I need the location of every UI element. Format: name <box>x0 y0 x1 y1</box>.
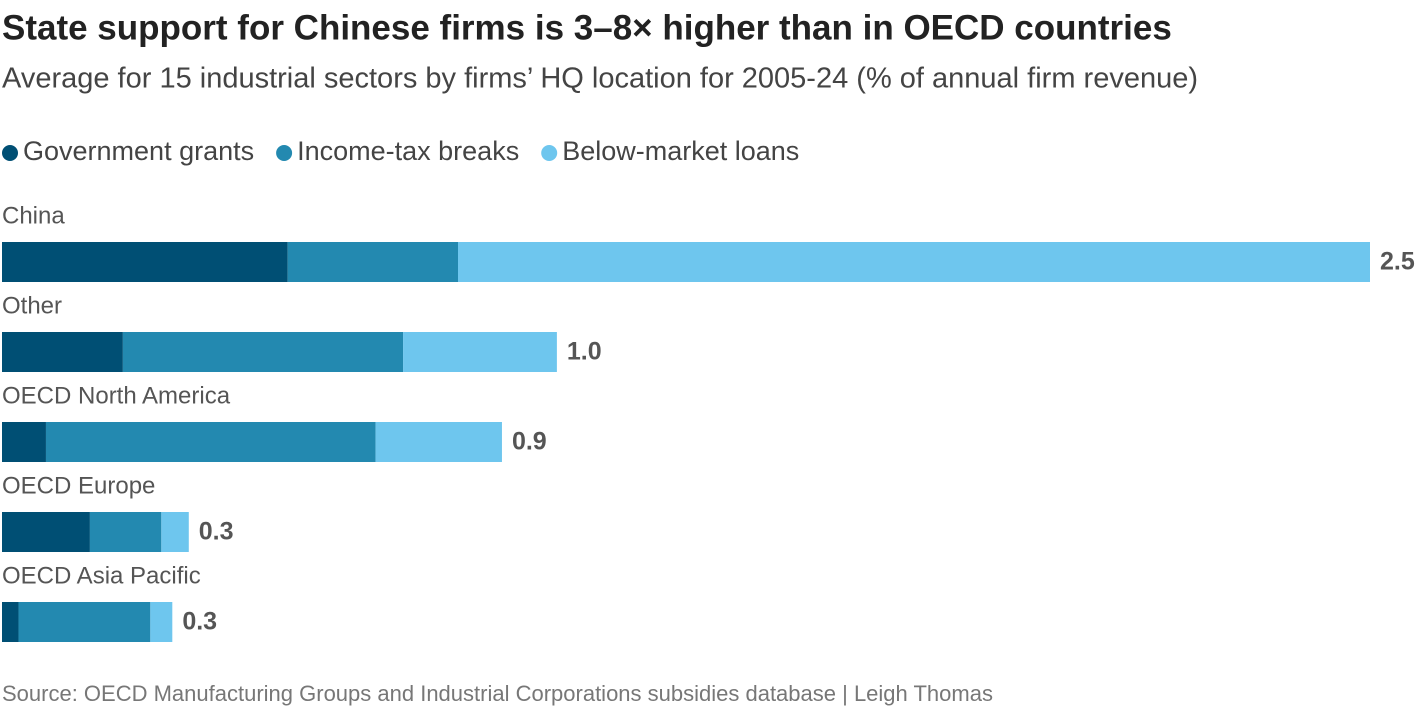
bar-segment <box>122 332 404 372</box>
chart-title: State support for Chinese firms is 3–8× … <box>2 8 1172 47</box>
bar-segment <box>403 332 557 372</box>
bar-segment <box>2 422 46 462</box>
total-label: 0.3 <box>182 608 217 636</box>
legend-label: Government grants <box>23 136 254 166</box>
bar-segment <box>150 602 173 642</box>
category-label: Other <box>2 292 62 319</box>
legend-label: Income-tax breaks <box>297 136 519 166</box>
total-label: 1.0 <box>567 338 602 366</box>
bar-segment <box>89 512 162 552</box>
bar-segment <box>18 602 151 642</box>
total-label: 0.9 <box>512 428 547 456</box>
legend-marker <box>276 145 293 161</box>
legend-marker <box>541 145 558 161</box>
bar-segment <box>287 242 458 282</box>
bar-segment <box>2 512 90 552</box>
source: Source: OECD Manufacturing Groups and In… <box>2 681 993 706</box>
total-label: 2.5 <box>1380 248 1415 276</box>
total-label: 0.3 <box>199 518 234 546</box>
category-label: OECD Asia Pacific <box>2 562 201 589</box>
legend-marker <box>2 145 18 161</box>
category-label: OECD North America <box>2 382 231 409</box>
bar-segment <box>2 332 123 372</box>
bar-segment <box>161 512 189 552</box>
bar-segment <box>458 242 1370 282</box>
category-label: China <box>2 202 65 229</box>
legend-label: Below-market loans <box>562 136 799 166</box>
bar-segment <box>45 422 376 462</box>
chart-subtitle: Average for 15 industrial sectors by fir… <box>2 63 1198 95</box>
bar-segment <box>2 602 19 642</box>
category-label: OECD Europe <box>2 472 155 499</box>
bar-segment <box>2 242 288 282</box>
bar-segment <box>375 422 502 462</box>
